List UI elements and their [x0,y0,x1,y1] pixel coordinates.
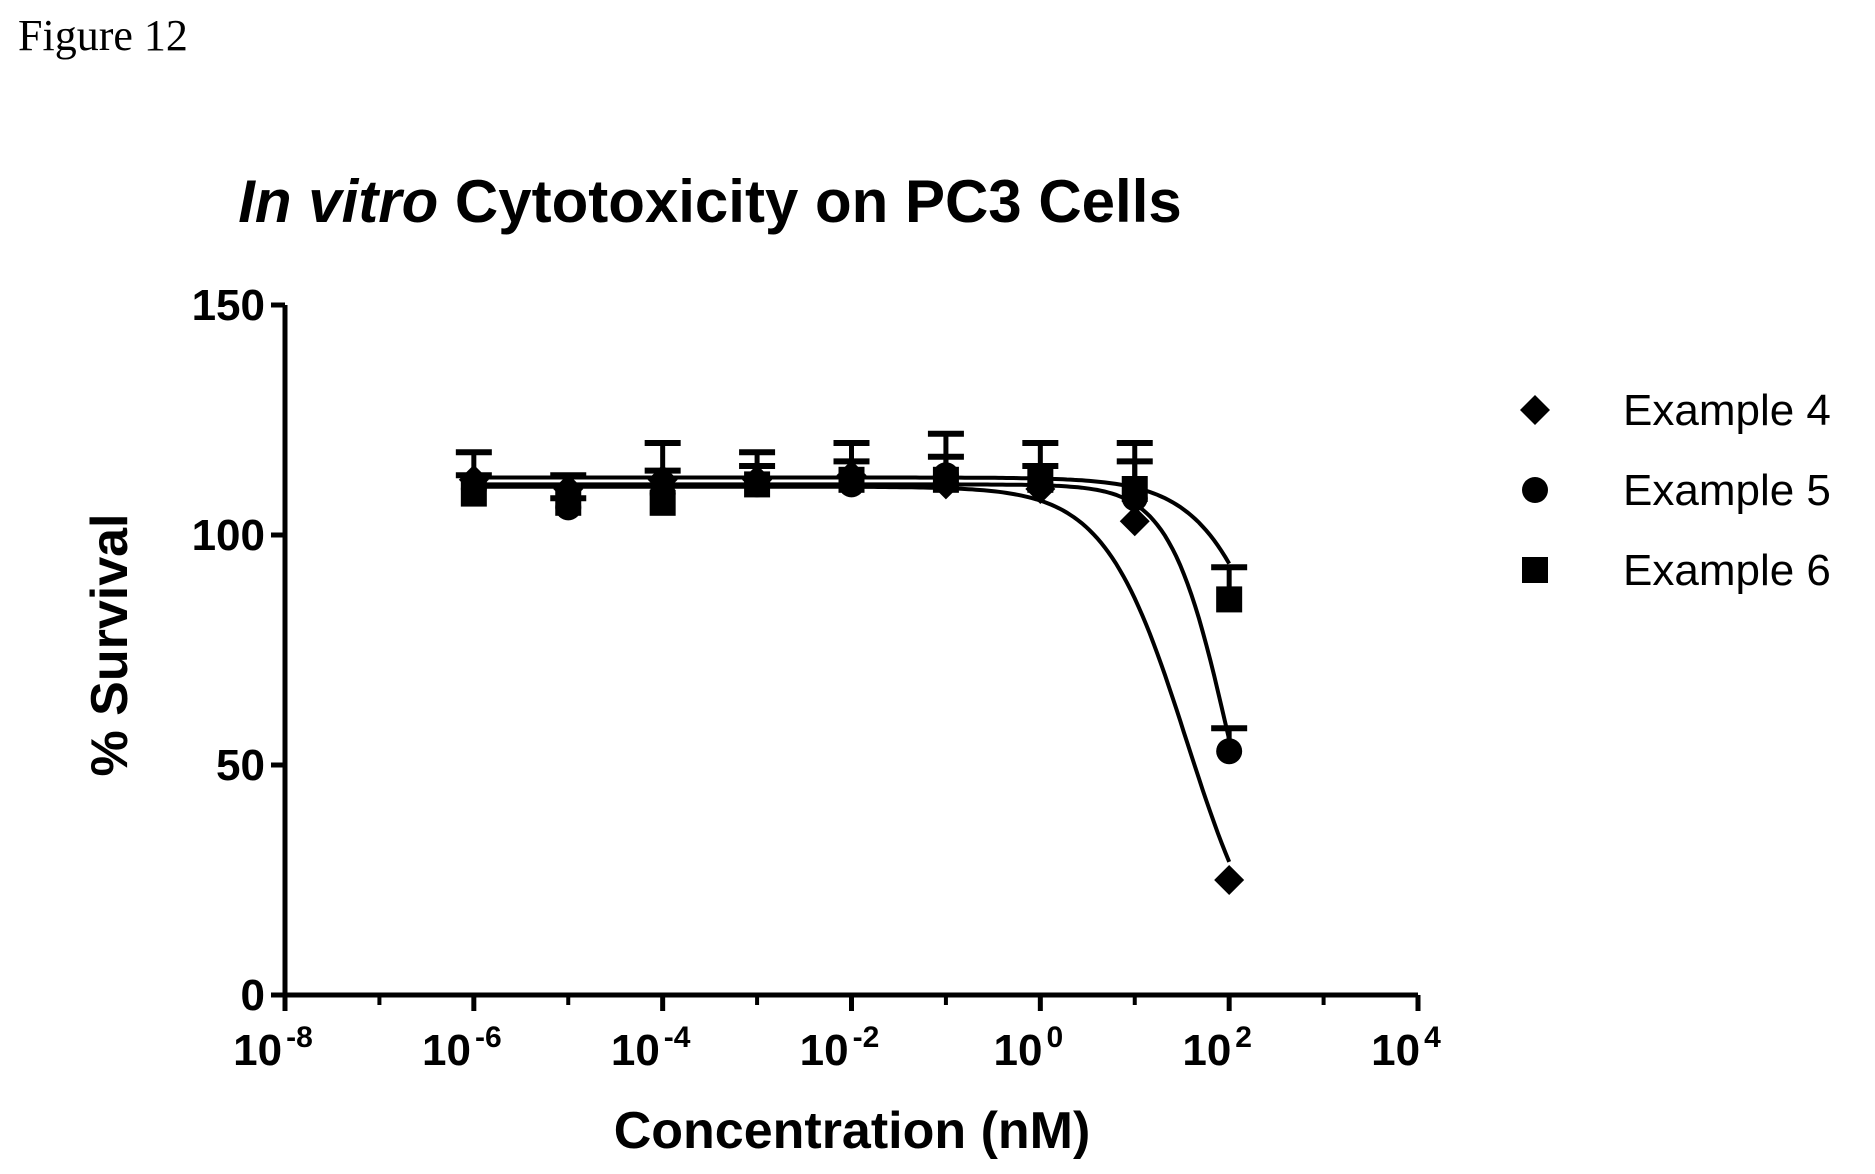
fit-curves [473,475,1232,863]
x-tick-label: 10 0 [994,1021,1064,1075]
x-tick-label: 10 -2 [800,1021,880,1075]
axes [271,302,1421,1011]
data-point-square [1121,476,1148,502]
chart-title-rest: Cytotoxicity on PC3 Cells [455,168,1182,235]
legend-label: Example 5 [1623,466,1831,515]
data-point-square [1216,586,1243,613]
fit-curve [473,484,1232,863]
data-point-square [555,489,582,516]
y-tick-label: 0 [241,971,265,1020]
data-point-diamond [1214,865,1245,895]
data-point-square [744,471,771,498]
data-point-square [460,480,487,507]
tick-labels: 0 50 100 150 10 -8 10 -6 10 -4 10 -2 10 0 10 2 10 4 [192,281,1442,1075]
x-tick-label: 10 -6 [422,1021,502,1075]
chart-title-italic: In vitro [238,168,438,235]
legend-marker-circle [1522,477,1548,503]
data-point-circle [1216,738,1243,765]
y-tick-label: 50 [216,741,265,790]
x-tick-label: 10 -8 [233,1021,313,1075]
figure-label: Figure 12 [18,11,188,60]
legend: Example 4 Example 5 Example 6 [1520,386,1831,595]
chart-title: In vitro Cytotoxicity on PC3 Cells [238,168,1182,235]
fit-curve [473,482,1232,741]
y-tick-label: 150 [192,281,265,330]
x-tick-label: 10 -4 [611,1021,691,1075]
data-point-diamond [1119,506,1150,537]
legend-label: Example 4 [1623,386,1831,435]
data-point-square [932,466,959,493]
data-point-square [838,466,865,493]
legend-marker-diamond [1520,395,1550,425]
x-tick-label: 10 4 [1371,1021,1441,1075]
y-axis-title: % Survival [81,513,139,776]
data-point-square [1027,466,1054,493]
legend-label: Example 6 [1623,546,1831,595]
x-tick-label: 10 2 [1182,1021,1252,1075]
y-tick-label: 100 [192,511,265,560]
data-point-square [649,489,676,516]
data-points [458,460,1245,895]
x-axis-title: Concentration (nM) [614,1102,1091,1160]
legend-marker-square [1522,557,1548,583]
